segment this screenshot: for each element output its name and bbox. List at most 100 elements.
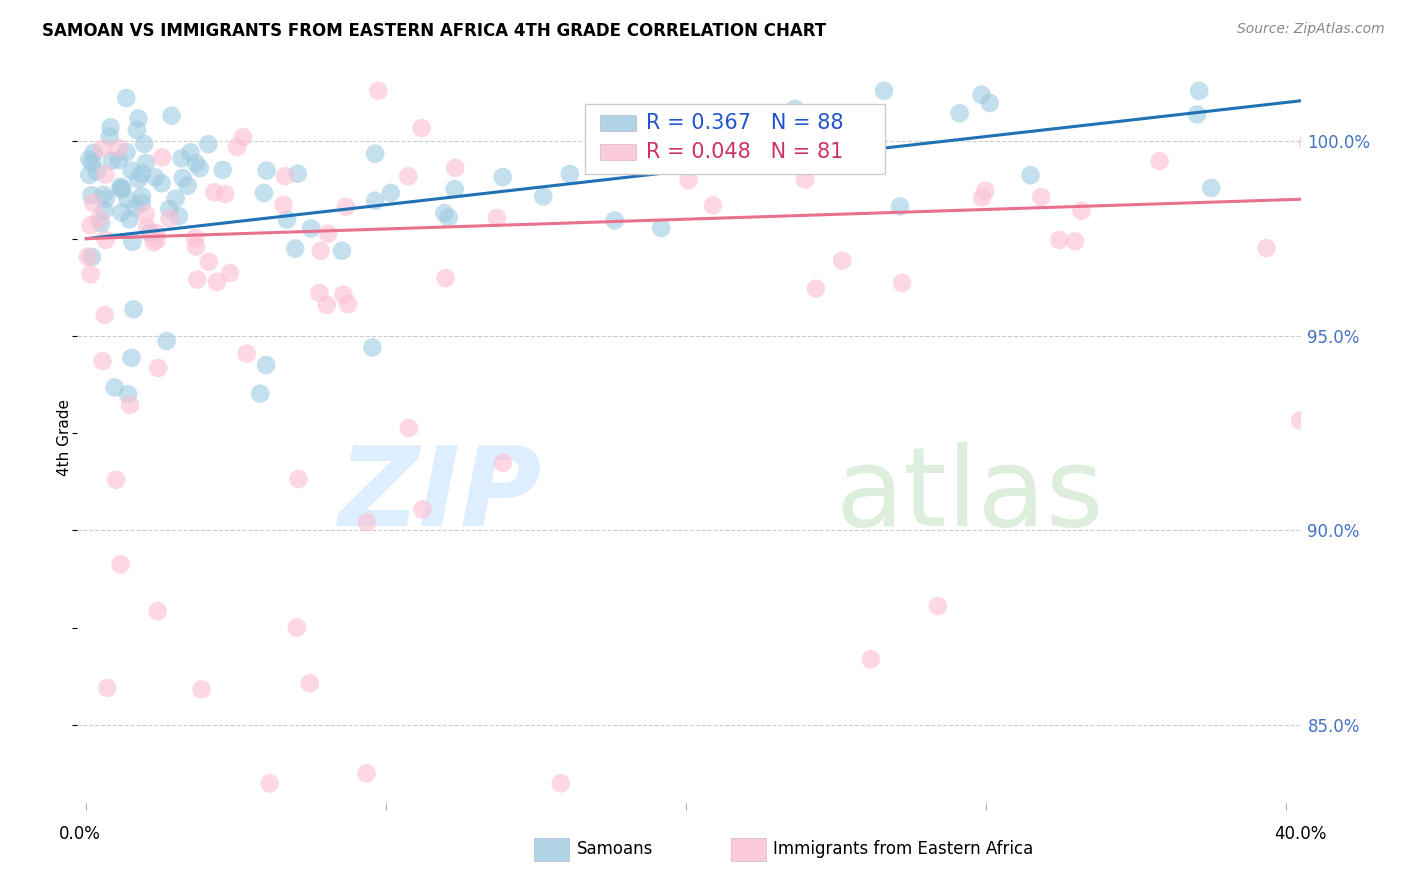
Point xyxy=(550,776,572,790)
Point xyxy=(170,152,193,166)
Point xyxy=(367,84,389,98)
Point xyxy=(804,282,827,296)
Point xyxy=(356,516,378,530)
Point xyxy=(974,184,997,198)
Point xyxy=(142,235,165,250)
Point xyxy=(1185,107,1208,121)
Point xyxy=(110,179,132,194)
Point xyxy=(82,195,104,210)
Point xyxy=(143,170,166,185)
Point xyxy=(94,192,117,206)
Point xyxy=(650,221,672,235)
Point xyxy=(117,387,139,401)
Point xyxy=(190,682,212,697)
Point xyxy=(226,140,249,154)
Point xyxy=(111,181,134,195)
Point xyxy=(558,167,581,181)
Point xyxy=(1031,190,1053,204)
Point xyxy=(184,240,207,254)
Point xyxy=(531,189,554,203)
Point xyxy=(364,194,387,208)
Point xyxy=(364,146,387,161)
Point xyxy=(927,599,949,613)
Point xyxy=(145,226,167,240)
Point xyxy=(94,308,117,322)
Point xyxy=(165,192,187,206)
Point xyxy=(150,176,173,190)
Bar xyxy=(599,144,637,160)
Point xyxy=(299,221,322,235)
Point xyxy=(172,171,194,186)
Point xyxy=(107,141,129,155)
Point xyxy=(1149,154,1171,169)
Y-axis label: 4th Grade: 4th Grade xyxy=(56,399,72,475)
Point xyxy=(79,219,101,233)
Point xyxy=(309,244,332,258)
Point xyxy=(274,169,297,184)
Point xyxy=(979,96,1001,111)
Point xyxy=(127,172,149,186)
Point xyxy=(433,206,456,220)
Point xyxy=(98,129,121,144)
Point xyxy=(94,168,117,182)
Point xyxy=(678,173,700,187)
Point xyxy=(214,186,236,201)
Point xyxy=(273,197,295,211)
Text: Samoans: Samoans xyxy=(576,840,652,858)
Point xyxy=(285,621,308,635)
Point xyxy=(118,212,141,227)
Point xyxy=(276,212,298,227)
Point xyxy=(108,153,131,167)
Text: SAMOAN VS IMMIGRANTS FROM EASTERN AFRICA 4TH GRADE CORRELATION CHART: SAMOAN VS IMMIGRANTS FROM EASTERN AFRICA… xyxy=(42,22,827,40)
Point xyxy=(1289,413,1312,427)
Point xyxy=(485,211,508,225)
Point xyxy=(131,167,153,181)
Point xyxy=(110,558,132,572)
Point xyxy=(118,398,141,412)
Bar xyxy=(585,104,884,174)
Point xyxy=(253,186,276,200)
Point xyxy=(443,182,465,196)
Point xyxy=(79,268,101,282)
Point xyxy=(444,161,467,175)
Point xyxy=(122,302,145,317)
Point xyxy=(146,604,169,618)
Point xyxy=(232,130,254,145)
Point xyxy=(121,235,143,249)
Point xyxy=(91,354,114,368)
Point xyxy=(160,109,183,123)
Point xyxy=(90,216,112,230)
Text: 0.0%: 0.0% xyxy=(59,825,101,843)
Point xyxy=(188,161,211,175)
Point xyxy=(603,213,626,227)
Text: ZIP: ZIP xyxy=(339,442,543,549)
Point xyxy=(179,145,201,160)
Point xyxy=(115,91,138,105)
Point xyxy=(117,192,139,206)
Point xyxy=(794,172,817,186)
Bar xyxy=(599,114,637,130)
Point xyxy=(361,341,384,355)
Point xyxy=(94,233,117,247)
Point xyxy=(202,186,225,200)
Point xyxy=(86,164,108,178)
Point xyxy=(146,233,169,247)
Point xyxy=(891,276,914,290)
Text: R = 0.048   N = 81: R = 0.048 N = 81 xyxy=(647,142,844,161)
Point xyxy=(79,168,101,182)
Point xyxy=(186,272,208,286)
Point xyxy=(492,170,515,185)
Point xyxy=(80,188,103,202)
Point xyxy=(949,106,972,120)
Point xyxy=(1047,233,1070,247)
Point xyxy=(134,136,156,151)
Point xyxy=(157,202,180,216)
Point xyxy=(398,421,420,435)
Point xyxy=(139,226,162,240)
Point xyxy=(89,211,111,225)
Point xyxy=(259,776,281,790)
Point xyxy=(249,386,271,401)
Point xyxy=(131,189,153,203)
Point xyxy=(121,163,143,178)
Point xyxy=(332,287,354,301)
